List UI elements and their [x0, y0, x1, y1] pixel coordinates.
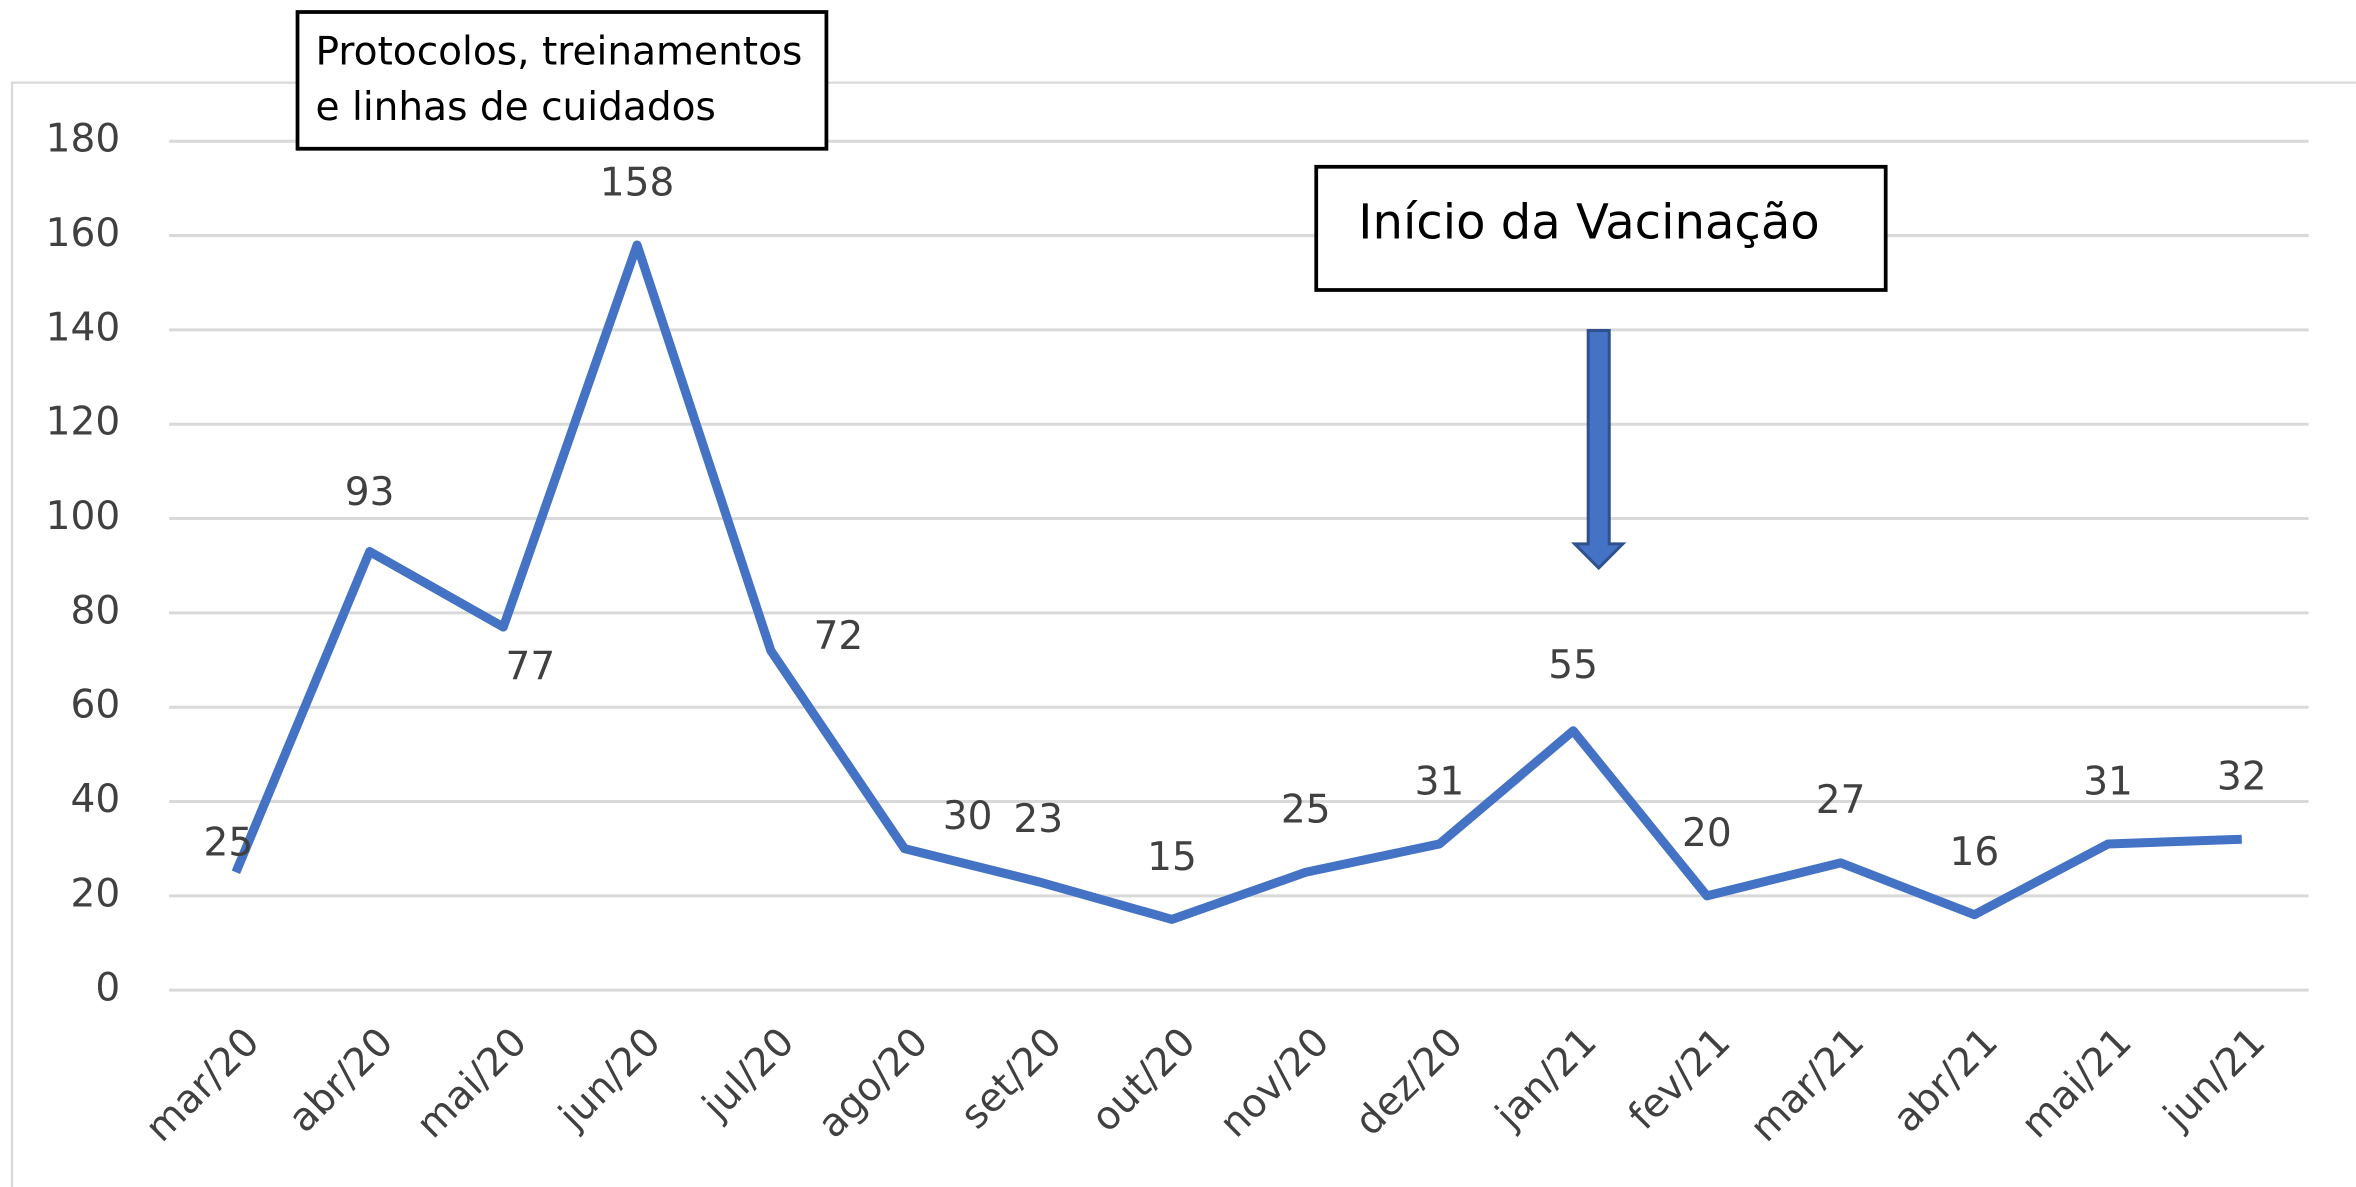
y-tick-label: 0 — [95, 966, 120, 1011]
y-tick-label: 140 — [46, 305, 121, 350]
line — [231, 240, 2242, 924]
y-tick-label: 100 — [46, 494, 121, 539]
data-label: 30 — [943, 794, 993, 839]
data-label: 23 — [1013, 797, 1063, 842]
x-tick-label: abr/20 — [280, 1019, 402, 1141]
x-tick-label: dez/20 — [1347, 1019, 1472, 1144]
x-tick-label: mar/21 — [1742, 1019, 1873, 1150]
arrow — [1571, 329, 1627, 571]
x-tick-label: mar/20 — [137, 1019, 268, 1150]
x-tick-label: jul/20 — [694, 1019, 804, 1129]
chart-border — [10, 81, 2356, 1187]
annotation: e linhas de cuidados — [316, 85, 716, 130]
annotation: Início da Vacinação — [1358, 194, 1819, 250]
x-tick-label: jun/20 — [550, 1019, 670, 1139]
y-tick-label: 180 — [46, 117, 121, 162]
data-label: 31 — [2083, 759, 2133, 804]
plot-area: 0 20 40 60 80 100 120 140 160 180 mar/20 25 abr/20 93… — [46, 117, 2309, 1151]
annotation-box — [295, 10, 829, 151]
data-label: 20 — [1682, 811, 1732, 856]
data-label: 55 — [1548, 643, 1598, 688]
y-tick-label: 40 — [71, 777, 121, 822]
x-tick-label: nov/20 — [1211, 1019, 1338, 1146]
data-label: 72 — [814, 614, 864, 659]
annotation: Protocolos, treinamentos — [316, 30, 803, 75]
x-tick-label: abr/21 — [1885, 1019, 2007, 1141]
annotation-box — [1314, 164, 1888, 292]
x-tick-label: mai/20 — [408, 1019, 536, 1147]
x-tick-label: mai/21 — [2013, 1019, 2141, 1147]
data-label: 16 — [1949, 830, 1999, 875]
data-label: 93 — [345, 470, 395, 515]
x-tick-label: jan/21 — [1487, 1019, 1606, 1138]
data-label: 158 — [600, 160, 675, 205]
y-tick-label: 120 — [46, 400, 121, 445]
x-tick-label: set/20 — [952, 1019, 1070, 1137]
y-tick-label: 80 — [71, 588, 121, 633]
y-tick-label: 160 — [46, 211, 121, 256]
data-label: 25 — [1281, 788, 1331, 833]
data-label: 77 — [506, 645, 556, 690]
data-label: 15 — [1147, 835, 1197, 880]
x-tick-label: fev/21 — [1620, 1019, 1739, 1138]
x-tick-label: jun/21 — [2155, 1019, 2275, 1139]
data-label: 31 — [1415, 759, 1465, 804]
data-label: 27 — [1816, 778, 1866, 823]
data-label: 32 — [2217, 755, 2267, 800]
x-tick-label: ago/20 — [809, 1019, 937, 1147]
x-tick-label: out/20 — [1083, 1019, 1204, 1140]
data-label: 25 — [204, 821, 254, 866]
y-tick-label: 60 — [71, 683, 121, 728]
y-tick-label: 20 — [71, 871, 121, 916]
